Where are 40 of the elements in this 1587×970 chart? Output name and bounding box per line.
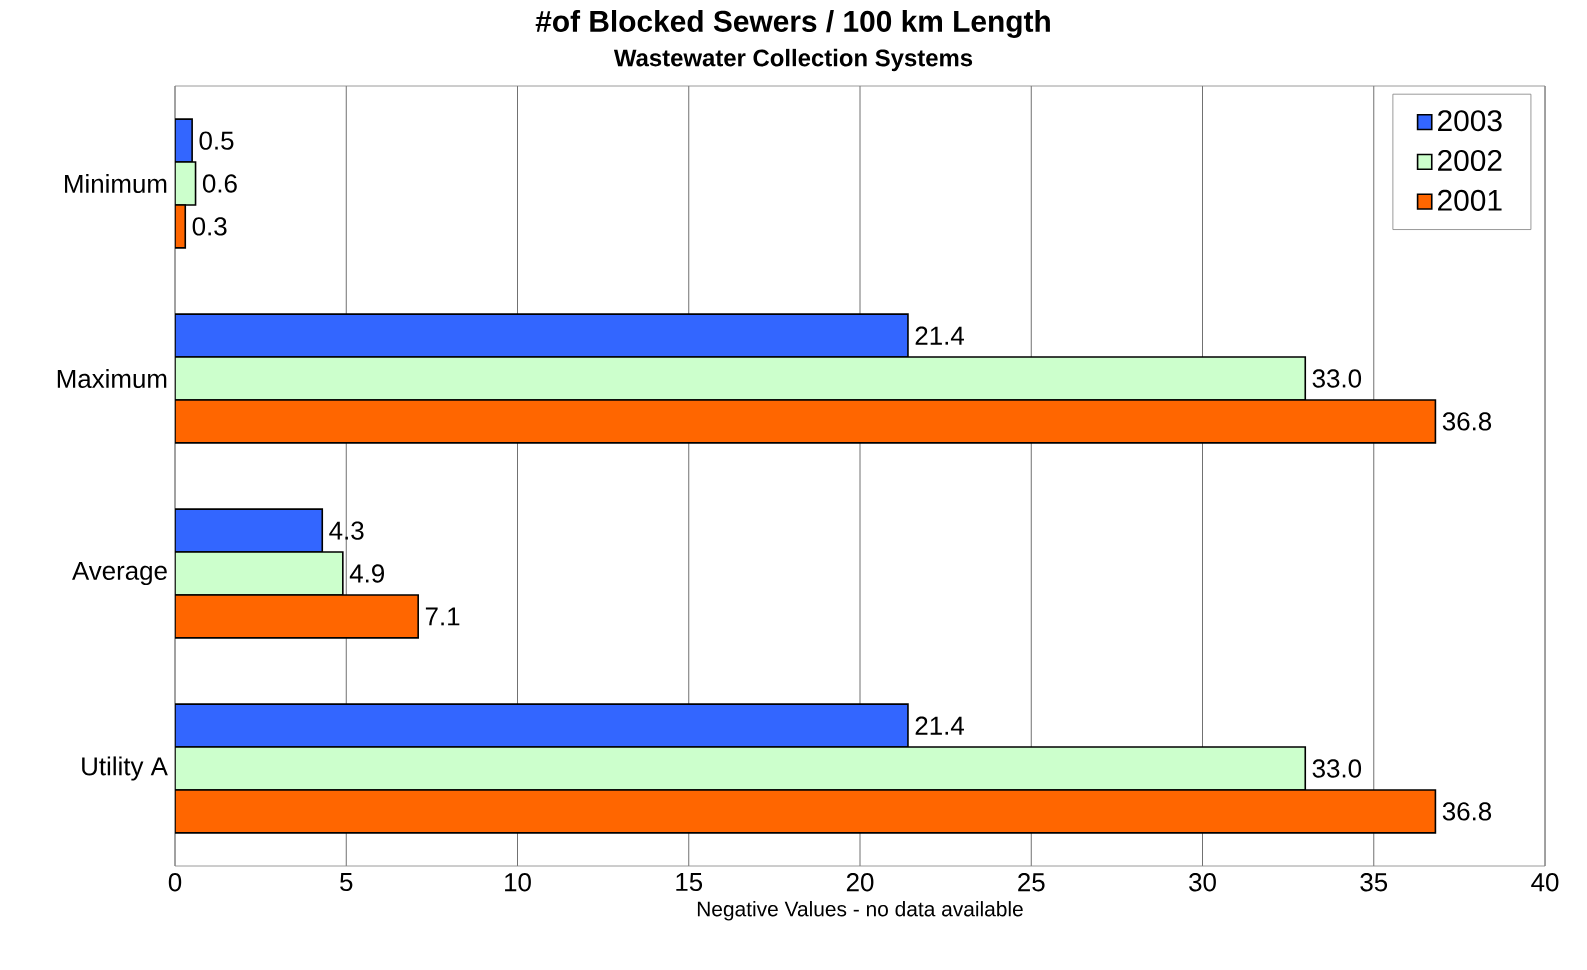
data-label: 36.8: [1442, 802, 1492, 821]
bar: [175, 746, 1307, 791]
x-tick-label: 35: [1360, 873, 1388, 892]
data-label: 4.3: [329, 521, 364, 540]
bar: [175, 551, 344, 596]
bar: [175, 703, 909, 748]
x-tick-label: 5: [340, 873, 353, 892]
x-tick-label: 40: [1531, 873, 1559, 892]
x-tick-label: 10: [505, 873, 531, 892]
legend-label: 2003: [1438, 110, 1502, 132]
bar: [175, 594, 419, 639]
bar: [175, 313, 909, 358]
y-tick-label: Utility A: [82, 756, 168, 781]
bar: [175, 789, 1437, 834]
data-label: 36.8: [1442, 412, 1492, 431]
y-tick-label: Minimum: [65, 173, 167, 194]
chart-title: #of Blocked Sewers / 100 km Length: [535, 9, 1050, 38]
x-tick-label: 15: [676, 873, 703, 892]
data-label: 21.4: [915, 326, 964, 345]
data-label: 4.9: [349, 564, 384, 583]
data-label: 0.3: [192, 217, 227, 236]
x-tick-label: 30: [1189, 873, 1216, 892]
y-tick-label: Maximum: [57, 368, 167, 389]
bar: [175, 508, 324, 553]
chart-subtitle: Wastewater Collection Systems: [613, 48, 973, 72]
legend-label: 2001: [1438, 189, 1502, 211]
x-tick-label: 25: [1018, 873, 1045, 892]
x-tick-label: 0: [168, 873, 182, 892]
data-label: 7.1: [425, 607, 460, 626]
y-tick-label: Average: [72, 561, 167, 586]
data-label: 33.0: [1312, 369, 1362, 388]
bar: [175, 356, 1307, 401]
data-label: 0.6: [202, 174, 237, 193]
data-label: 33.0: [1312, 759, 1362, 778]
data-label: 21.4: [915, 716, 964, 735]
bar: [175, 399, 1437, 444]
data-label: 0.5: [199, 131, 234, 150]
x-tick-label: 20: [846, 873, 874, 892]
x-axis-title: Negative Values - no data available: [697, 901, 1023, 921]
legend-label: 2002: [1438, 149, 1502, 172]
